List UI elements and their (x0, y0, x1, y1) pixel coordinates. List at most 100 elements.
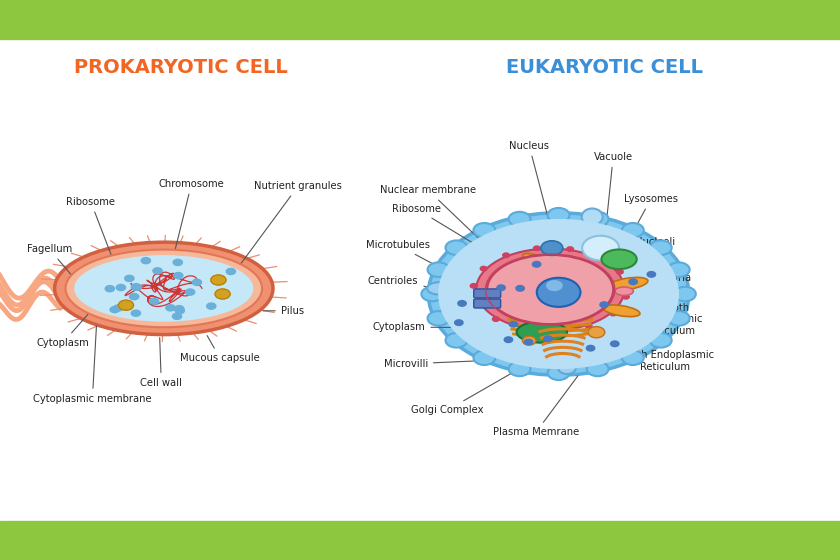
Circle shape (522, 336, 536, 345)
Circle shape (585, 324, 592, 328)
Text: Mitochondria: Mitochondria (626, 273, 691, 283)
Circle shape (533, 246, 540, 250)
Circle shape (622, 295, 629, 299)
Circle shape (586, 346, 595, 351)
Circle shape (422, 287, 444, 301)
Text: Microvilli: Microvilli (384, 359, 493, 369)
Circle shape (186, 289, 195, 295)
Circle shape (192, 279, 202, 286)
Circle shape (564, 299, 573, 305)
Circle shape (524, 339, 533, 345)
Circle shape (588, 326, 605, 338)
Text: Plasma Memrane: Plasma Memrane (493, 376, 579, 437)
Circle shape (600, 302, 608, 307)
Text: EUKARYOTIC CELL: EUKARYOTIC CELL (507, 58, 703, 77)
FancyBboxPatch shape (474, 289, 501, 298)
Text: Nucleoli: Nucleoli (626, 237, 675, 289)
Circle shape (141, 258, 150, 264)
Circle shape (174, 273, 183, 279)
Text: Golgi Complex: Golgi Complex (412, 348, 556, 415)
Text: Fagellum: Fagellum (27, 244, 74, 278)
Circle shape (445, 240, 467, 255)
Circle shape (596, 255, 603, 260)
Text: Vacuole: Vacuole (594, 152, 633, 235)
Circle shape (165, 305, 175, 311)
Ellipse shape (438, 219, 679, 369)
Circle shape (428, 311, 449, 325)
Ellipse shape (476, 249, 624, 330)
Text: Cell wall: Cell wall (140, 338, 182, 388)
Circle shape (113, 305, 123, 311)
Circle shape (668, 311, 690, 325)
Ellipse shape (517, 321, 567, 343)
Circle shape (226, 268, 235, 274)
Circle shape (521, 326, 528, 331)
Circle shape (215, 289, 230, 299)
Circle shape (124, 276, 134, 282)
Ellipse shape (615, 287, 633, 296)
Circle shape (509, 212, 531, 226)
Text: Pilus: Pilus (263, 306, 304, 316)
Text: Mucous capsule: Mucous capsule (181, 335, 260, 363)
FancyBboxPatch shape (474, 299, 501, 308)
Circle shape (503, 253, 510, 258)
Circle shape (474, 223, 496, 237)
Text: Ribosome: Ribosome (66, 197, 117, 269)
Circle shape (150, 298, 159, 304)
Circle shape (622, 223, 643, 237)
Circle shape (586, 362, 608, 376)
Text: Cytoplasm: Cytoplasm (373, 322, 476, 332)
Circle shape (548, 208, 570, 222)
Circle shape (474, 351, 496, 365)
Circle shape (674, 287, 696, 301)
Ellipse shape (558, 360, 576, 374)
Circle shape (537, 278, 580, 307)
Ellipse shape (427, 282, 450, 295)
Circle shape (211, 275, 226, 285)
Circle shape (172, 313, 181, 319)
Text: Rough Endoplasmic
Reticulum: Rough Endoplasmic Reticulum (617, 330, 714, 372)
Ellipse shape (66, 250, 262, 327)
Circle shape (582, 236, 619, 260)
Circle shape (131, 284, 140, 290)
Circle shape (454, 320, 463, 325)
Text: Nuclear membrane: Nuclear membrane (381, 185, 502, 261)
Circle shape (546, 280, 563, 291)
Circle shape (129, 293, 139, 300)
Text: Smooth
Endoplasmic
Reticulum: Smooth Endoplasmic Reticulum (628, 301, 702, 336)
Circle shape (428, 263, 449, 277)
Ellipse shape (522, 254, 553, 267)
Circle shape (497, 285, 506, 291)
Bar (0, 0, 840, 39)
Circle shape (470, 283, 477, 288)
Circle shape (173, 259, 182, 265)
Circle shape (445, 333, 467, 348)
Ellipse shape (428, 213, 689, 375)
Circle shape (548, 366, 570, 380)
Circle shape (647, 272, 655, 277)
Circle shape (622, 351, 643, 365)
Circle shape (611, 341, 619, 347)
Circle shape (629, 279, 638, 284)
Text: Nucleus: Nucleus (509, 141, 556, 249)
Circle shape (509, 321, 517, 327)
Ellipse shape (607, 277, 648, 291)
Circle shape (176, 307, 185, 314)
Circle shape (458, 301, 466, 306)
Text: Microtubules: Microtubules (366, 240, 476, 287)
Text: Cytoplasmic membrane: Cytoplasmic membrane (33, 326, 152, 404)
Circle shape (541, 241, 563, 255)
Ellipse shape (55, 242, 273, 335)
Ellipse shape (601, 250, 637, 269)
Circle shape (132, 284, 141, 290)
Circle shape (504, 337, 512, 343)
Bar (0, 521, 840, 560)
Text: Centrioles: Centrioles (368, 276, 485, 296)
Circle shape (567, 247, 574, 251)
Circle shape (131, 310, 140, 316)
Circle shape (175, 306, 184, 312)
Ellipse shape (603, 305, 640, 316)
Circle shape (105, 286, 114, 292)
Circle shape (617, 269, 623, 274)
Circle shape (543, 336, 552, 342)
